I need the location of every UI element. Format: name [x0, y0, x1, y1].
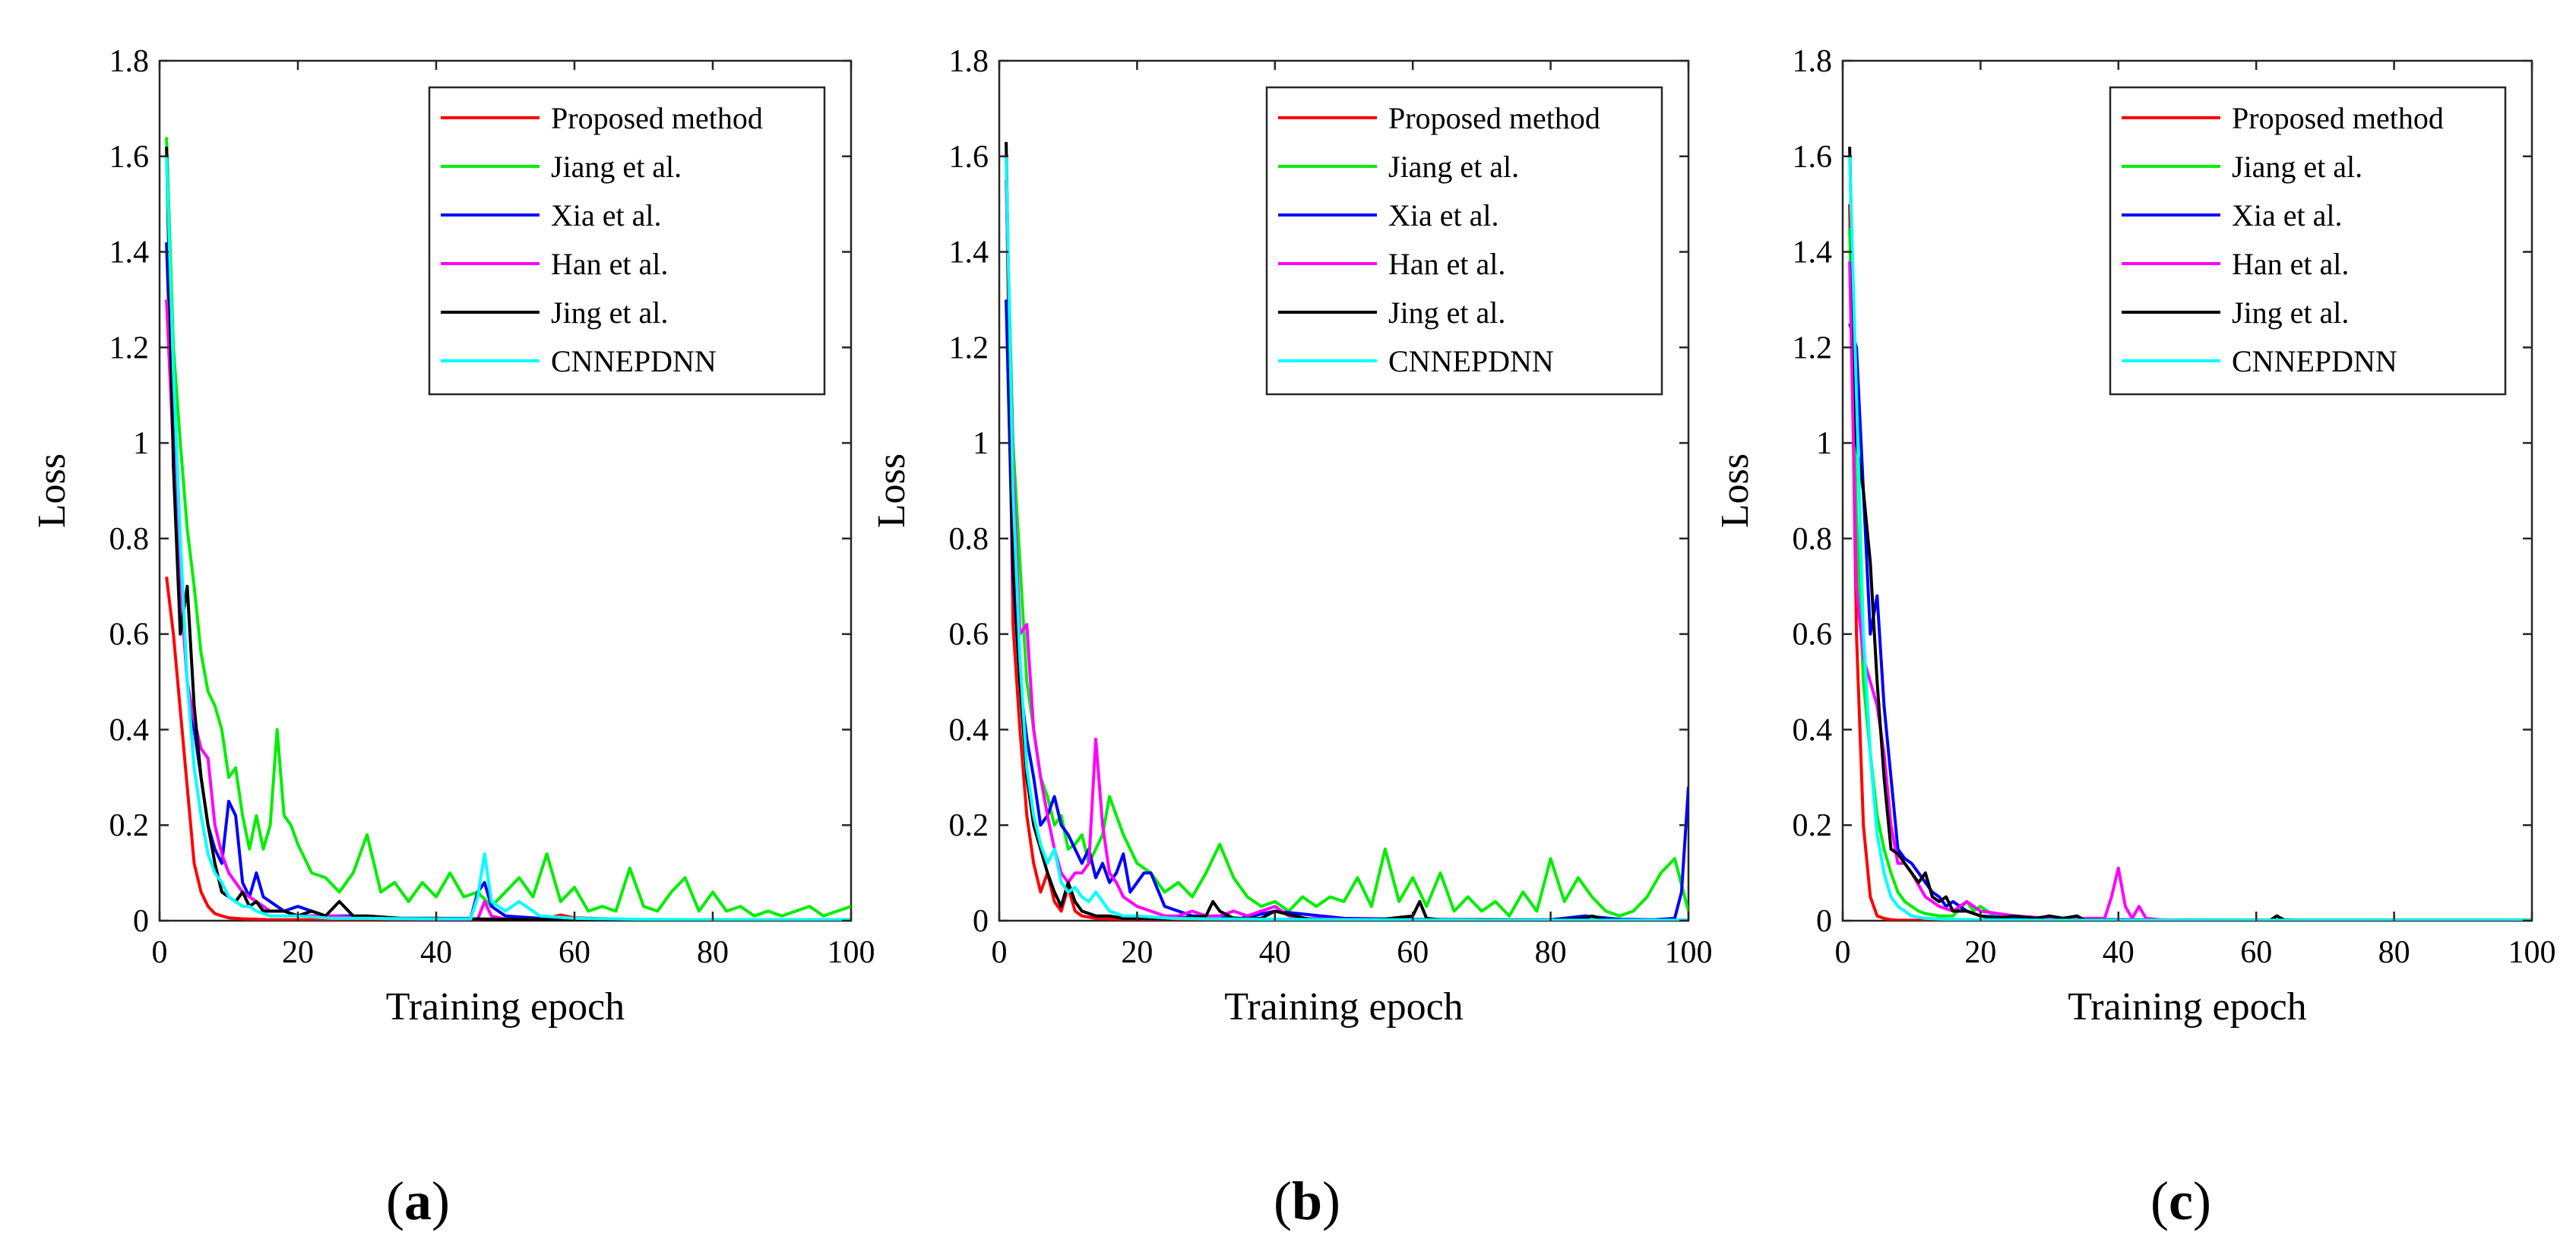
legend-entry: Proposed method — [1388, 101, 1600, 135]
x-tick-label: 0 — [992, 935, 1008, 970]
legend-box — [2109, 86, 2507, 396]
legend-box — [428, 86, 826, 396]
series-line-jiang-et-al- — [1005, 180, 1688, 918]
legend-entry: Xia et al. — [2232, 198, 2343, 232]
y-tick-label: 1.8 — [949, 44, 989, 79]
y-tick-label: 1.8 — [1793, 44, 1833, 79]
x-tick-label: 0 — [152, 935, 168, 970]
x-tick-label: 80 — [1535, 935, 1567, 970]
y-tick-label: 1.4 — [109, 235, 150, 270]
y-tick-label: 0.4 — [949, 713, 989, 748]
y-tick-label: 0.6 — [109, 618, 150, 653]
y-tick-label: 1.2 — [109, 330, 150, 365]
legend-entry: Han et al. — [2232, 247, 2349, 281]
chart-panel-a: 0 20 40 60 80 100 0 0.2 0.4 0.6 0.8 1 1.2 1.4 1.6 1.8 Tr… — [30, 44, 875, 1029]
x-tick-label: 80 — [697, 935, 729, 970]
series-line-jiang-et-al- — [165, 137, 851, 918]
chart-panel-b: 0 20 40 60 80 100 0 0.2 0.4 0.6 0.8 1 1.2 1.4 1.6 1.8 Tr… — [870, 44, 1713, 1029]
x-tick-label: 40 — [1259, 935, 1291, 970]
x-axis-label: Training epoch — [386, 985, 625, 1029]
y-tick-label: 1.2 — [949, 330, 989, 365]
x-tick-label: 80 — [2378, 935, 2410, 970]
y-tick-label: 0.2 — [949, 808, 989, 843]
legend-entry: Jiang et al. — [2232, 150, 2362, 184]
x-tick-label: 60 — [559, 935, 590, 970]
y-tick-label: 0.8 — [949, 522, 989, 557]
x-tick-label: 0 — [1835, 935, 1851, 970]
series-line-cnnepdnn — [165, 156, 851, 921]
y-tick-label: 1.6 — [949, 140, 989, 175]
legend-entry: Jiang et al. — [551, 150, 682, 184]
y-tick-label: 0.4 — [109, 713, 150, 748]
legend-entry: Jing et al. — [551, 296, 668, 330]
y-tick-label: 0.4 — [1793, 713, 1833, 748]
y-tick-label: 1.8 — [109, 44, 150, 79]
legend-entry: Xia et al. — [1388, 198, 1499, 232]
series-line-cnnepdnn — [1005, 156, 1688, 921]
legend-entry: CNNEPDNN — [551, 344, 717, 378]
legend-entry: CNNEPDNN — [2232, 344, 2397, 378]
y-axis-label: Loss — [1714, 454, 1757, 528]
legend-entry: Jiang et al. — [1388, 150, 1519, 184]
y-tick-label: 0.2 — [109, 808, 150, 843]
x-tick-label: 100 — [1665, 935, 1713, 970]
legend-entry: Han et al. — [1388, 247, 1505, 281]
y-tick-label: 0 — [133, 904, 149, 939]
y-tick-label: 1.4 — [949, 235, 989, 270]
legend-entry: Xia et al. — [551, 198, 662, 232]
legend-entry: Proposed method — [2232, 101, 2444, 135]
y-tick-label: 1 — [133, 426, 149, 461]
y-tick-label: 0.8 — [109, 522, 150, 557]
legend-entry: CNNEPDNN — [1388, 344, 1554, 378]
x-tick-label: 40 — [420, 935, 452, 970]
y-tick-label: 0.6 — [1793, 618, 1833, 653]
y-tick-label: 1 — [1816, 426, 1832, 461]
panel-label-a: (a) — [386, 1171, 450, 1231]
legend: Proposed method Jiang et al. Xia et al. Han… — [2109, 86, 2507, 396]
x-tick-label: 20 — [282, 935, 314, 970]
legend-entry: Proposed method — [551, 101, 763, 135]
panel-label-b: (b) — [1273, 1171, 1340, 1231]
x-tick-label: 100 — [2508, 935, 2556, 970]
series-line-jing-et-al- — [165, 147, 851, 921]
x-tick-label: 60 — [1397, 935, 1429, 970]
x-axis-label: Training epoch — [1224, 985, 1463, 1029]
y-tick-label: 0.8 — [1793, 522, 1833, 557]
chart-panel-c: 0 20 40 60 80 100 0 0.2 0.4 0.6 0.8 1 1.2 1.4 1.6 1.8 Tr… — [1714, 44, 2556, 1029]
series-line-cnnepdnn — [1848, 156, 2532, 921]
x-tick-label: 100 — [828, 935, 875, 970]
y-tick-label: 1.6 — [109, 140, 150, 175]
y-tick-label: 1 — [973, 426, 989, 461]
panel-label-c: (c) — [2150, 1171, 2211, 1231]
x-axis-label: Training epoch — [2068, 985, 2306, 1029]
legend-box — [1265, 86, 1663, 396]
x-tick-label: 20 — [1121, 935, 1153, 970]
legend-entry: Han et al. — [551, 247, 668, 281]
y-tick-label: 1.2 — [1793, 330, 1833, 365]
y-tick-label: 0 — [973, 904, 989, 939]
legend: Proposed method Jiang et al. Xia et al. Han… — [1265, 86, 1663, 396]
legend: Proposed method Jiang et al. Xia et al. Han… — [428, 86, 826, 396]
y-tick-label: 1.4 — [1793, 235, 1833, 270]
x-tick-label: 60 — [2240, 935, 2272, 970]
y-tick-label: 0.2 — [1793, 808, 1833, 843]
y-axis-label: Loss — [870, 454, 913, 528]
x-tick-label: 40 — [2103, 935, 2135, 970]
legend-entry: Jing et al. — [1388, 296, 1505, 330]
y-tick-label: 0 — [1816, 904, 1832, 939]
x-tick-label: 20 — [1964, 935, 1996, 970]
y-tick-label: 0.6 — [949, 618, 989, 653]
y-axis-label: Loss — [30, 454, 74, 528]
y-tick-label: 1.6 — [1793, 140, 1833, 175]
legend-entry: Jing et al. — [2232, 296, 2349, 330]
